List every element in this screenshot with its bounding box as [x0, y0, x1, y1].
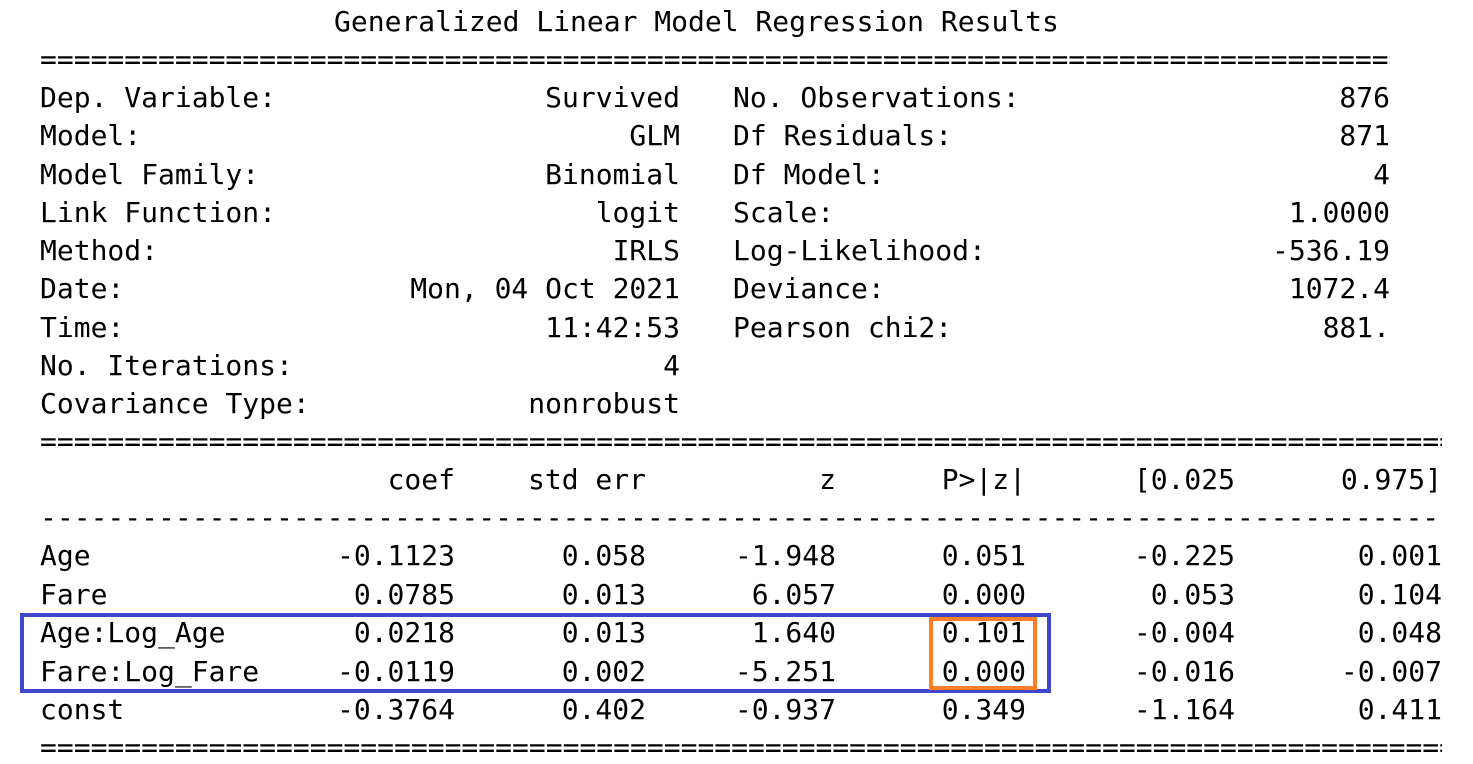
table-cell: 0.002: [561, 655, 646, 688]
summary-title: Generalized Linear Model Regression Resu…: [334, 5, 1059, 38]
info-label: Scale:: [733, 196, 835, 229]
column-header: [0.025: [1133, 463, 1235, 496]
info-value: IRLS: [612, 234, 680, 267]
table-cell: 0.0218: [353, 616, 455, 649]
table-cell: 0.013: [561, 578, 646, 611]
info-value: 876: [1339, 81, 1390, 114]
table-cell: 0.349: [941, 693, 1026, 726]
table-cell: 0.013: [561, 616, 646, 649]
info-label: No. Observations:: [733, 81, 1020, 114]
column-header: coef: [387, 463, 455, 496]
info-label: Method:: [40, 234, 159, 267]
table-cell: 0.058: [561, 539, 646, 572]
info-label: Pearson chi2:: [733, 311, 953, 344]
info-label: Dep. Variable:: [40, 81, 277, 114]
table-cell: 0.402: [561, 693, 646, 726]
info-value: 881.: [1322, 311, 1390, 344]
info-label: No. Iterations:: [40, 349, 293, 382]
info-label: Link Function:: [40, 196, 277, 229]
info-label: Time:: [40, 311, 125, 344]
info-value: nonrobust: [528, 387, 680, 420]
row-name: Fare:Log_Fare: [40, 655, 260, 688]
table-cell: 0.000: [941, 578, 1026, 611]
table-cell: -0.1123: [336, 539, 455, 572]
info-label: Covariance Type:: [40, 387, 310, 420]
column-header: 0.975]: [1340, 463, 1442, 496]
info-label: Df Residuals:: [733, 119, 953, 152]
info-label: Log-Likelihood:: [733, 234, 986, 267]
row-name: Fare: [40, 578, 108, 611]
info-label: Deviance:: [733, 272, 885, 305]
table-cell: 0.001: [1357, 539, 1442, 572]
info-label: Df Model:: [733, 158, 885, 191]
table-cell: 0.000: [941, 655, 1026, 688]
info-value: 4: [1373, 158, 1390, 191]
row-name: Age: [40, 539, 91, 572]
table-cell: -0.004: [1133, 616, 1235, 649]
info-label: Model Family:: [40, 158, 260, 191]
table-cell: -0.0119: [336, 655, 455, 688]
table-cell: 0.0785: [353, 578, 455, 611]
table-cell: 0.053: [1150, 578, 1235, 611]
table-cell: 0.048: [1357, 616, 1442, 649]
info-value: 11:42:53: [545, 311, 680, 344]
info-value: Binomial: [545, 158, 680, 191]
table-cell: 6.057: [751, 578, 836, 611]
column-header: P>|z|: [941, 463, 1026, 496]
info-value: Mon, 04 Oct 2021: [410, 272, 680, 305]
separator-top: ========================================…: [40, 50, 1390, 70]
info-value: Survived: [545, 81, 680, 114]
interaction-rows-highlight: [20, 613, 1051, 693]
table-cell: -0.007: [1340, 655, 1442, 688]
separator-table-top: ========================================…: [40, 432, 1442, 452]
pvalue-highlight: [929, 617, 1037, 690]
table-cell: -0.937: [734, 693, 836, 726]
table-cell: -0.225: [1133, 539, 1235, 572]
table-cell: 0.101: [941, 616, 1026, 649]
separator-bottom: ========================================…: [40, 738, 1442, 758]
info-value: logit: [595, 196, 680, 229]
table-cell: -1.948: [734, 539, 836, 572]
table-cell: -5.251: [734, 655, 836, 688]
info-label: Date:: [40, 272, 125, 305]
info-value: GLM: [629, 119, 680, 152]
table-cell: 1.640: [751, 616, 836, 649]
info-value: 4: [663, 349, 680, 382]
column-header: z: [819, 463, 836, 496]
table-cell: -1.164: [1133, 693, 1235, 726]
info-value: 871: [1339, 119, 1390, 152]
info-value: 1072.4: [1288, 272, 1390, 305]
table-cell: 0.104: [1357, 578, 1442, 611]
row-name: Age:Log_Age: [40, 616, 226, 649]
info-value: -536.19: [1271, 234, 1390, 267]
info-value: 1.0000: [1288, 196, 1390, 229]
column-header: std err: [527, 463, 646, 496]
info-label: Model:: [40, 119, 142, 152]
table-cell: 0.051: [941, 539, 1026, 572]
table-cell: -0.3764: [336, 693, 455, 726]
table-cell: -0.016: [1133, 655, 1235, 688]
row-name: const: [40, 693, 125, 726]
separator-header: ----------------------------------------…: [40, 508, 1442, 528]
table-cell: 0.411: [1357, 693, 1442, 726]
